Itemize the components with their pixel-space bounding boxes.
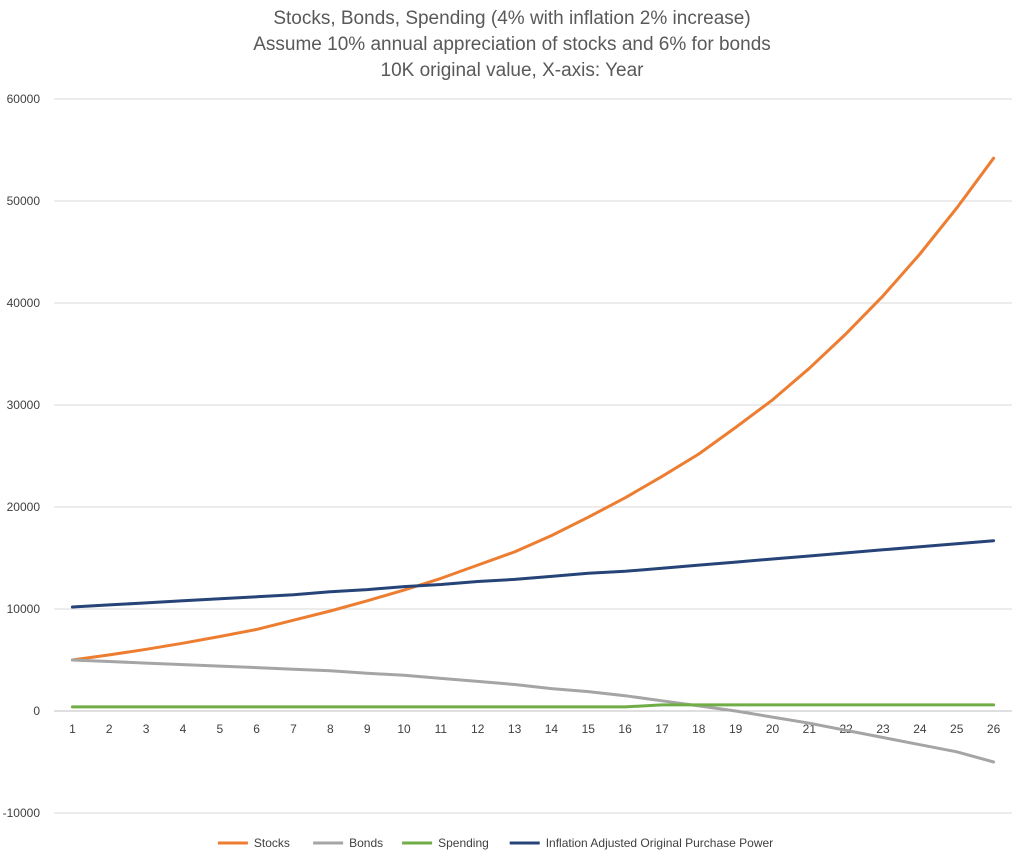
x-tick-label: 13 bbox=[508, 722, 522, 736]
x-tick-label: 7 bbox=[290, 722, 297, 736]
y-tick-label: 50000 bbox=[7, 194, 41, 208]
x-tick-label: 21 bbox=[803, 722, 817, 736]
legend-label: Bonds bbox=[349, 836, 383, 850]
legend-label: Stocks bbox=[254, 836, 290, 850]
y-tick-label: -10000 bbox=[3, 806, 41, 820]
x-tick-label: 17 bbox=[655, 722, 669, 736]
series-line-stocks bbox=[70, 156, 996, 662]
x-tick-label: 11 bbox=[435, 722, 448, 736]
y-tick-label: 40000 bbox=[7, 296, 41, 310]
y-tick-label: 10000 bbox=[7, 602, 41, 616]
legend: Stocks Bonds Spending Inflation Adjusted Or… bbox=[217, 836, 773, 850]
x-tick-label: 10 bbox=[397, 722, 411, 736]
x-tick-label: 26 bbox=[987, 722, 1001, 736]
x-tick-label: 8 bbox=[327, 722, 334, 736]
x-tick-label: 12 bbox=[471, 722, 485, 736]
y-tick-label: 0 bbox=[33, 704, 40, 718]
series-line-inflation-adjusted-original-purchase-power bbox=[70, 539, 996, 609]
x-tick-label: 15 bbox=[582, 722, 596, 736]
chart-title-line-2: Assume 10% annual appreciation of stocks… bbox=[253, 34, 771, 55]
y-tick-label: 20000 bbox=[7, 500, 41, 514]
x-tick-label: 25 bbox=[950, 722, 964, 736]
x-tick-label: 14 bbox=[545, 722, 559, 736]
x-tick-label: 20 bbox=[766, 722, 780, 736]
x-tick-label: 3 bbox=[143, 722, 150, 736]
x-tick-label: 5 bbox=[216, 722, 223, 736]
legend-label: Spending bbox=[438, 836, 489, 850]
y-tick-label: 60000 bbox=[7, 92, 41, 106]
series-line-bonds bbox=[70, 658, 996, 764]
x-tick-label: 19 bbox=[729, 722, 743, 736]
x-tick-label: 4 bbox=[180, 722, 187, 736]
chart-title-line-3: 10K original value, X-axis: Year bbox=[380, 60, 644, 81]
chart-title-line-1: Stocks, Bonds, Spending (4% with inflati… bbox=[273, 8, 751, 29]
x-tick-label: 6 bbox=[253, 722, 260, 736]
x-tick-label: 23 bbox=[876, 722, 890, 736]
x-tick-label: 2 bbox=[106, 722, 113, 736]
x-tick-label: 24 bbox=[913, 722, 927, 736]
x-tick-label: 1 bbox=[69, 722, 76, 736]
x-tick-label: 9 bbox=[364, 722, 371, 736]
y-tick-label: 30000 bbox=[7, 398, 41, 412]
legend-label: Inflation Adjusted Original Purchase Pow… bbox=[546, 836, 773, 850]
x-tick-label: 18 bbox=[692, 722, 706, 736]
x-tick-label: 16 bbox=[618, 722, 632, 736]
series-line-spending bbox=[70, 703, 996, 709]
